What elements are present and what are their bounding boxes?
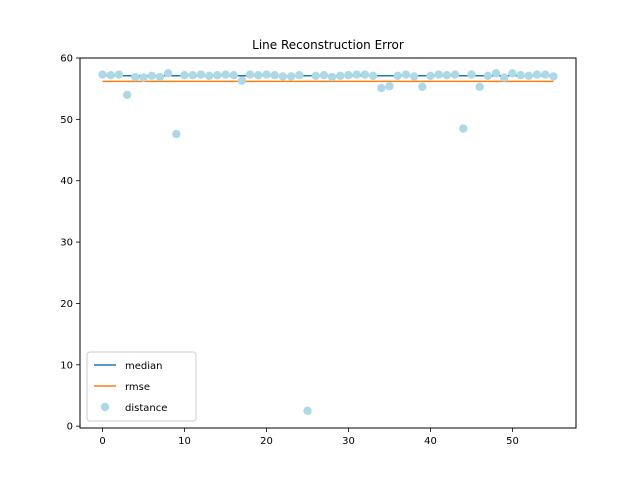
axes-frame [79, 57, 577, 429]
data-point [286, 72, 296, 81]
data-point [393, 71, 402, 80]
data-point [204, 71, 214, 80]
data-point [327, 72, 337, 82]
legend: median rmse distance [86, 351, 197, 422]
data-point [254, 70, 263, 80]
y-tick-label: 50 [60, 115, 73, 126]
data-point [483, 71, 493, 80]
plot-area [98, 69, 558, 416]
data-point [344, 70, 353, 80]
data-point [278, 72, 288, 81]
x-tick-label: 10 [178, 436, 191, 447]
data-point [131, 72, 140, 82]
x-tick-label: 20 [260, 436, 273, 447]
data-point [196, 70, 206, 79]
data-point [352, 70, 361, 79]
data-point [122, 90, 132, 100]
x-tick-label: 40 [424, 436, 437, 447]
data-point [516, 70, 525, 80]
data-point [426, 71, 435, 80]
y-tick-label: 30 [60, 238, 73, 249]
y-tick-label: 40 [60, 176, 73, 187]
data-point [450, 70, 460, 79]
data-point [368, 71, 378, 80]
data-point [524, 71, 534, 80]
data-point [229, 70, 238, 80]
data-point [295, 70, 304, 80]
data-point [270, 70, 279, 80]
data-point [409, 72, 419, 81]
x-tick-label: 50 [506, 436, 519, 447]
data-point [541, 70, 550, 79]
data-point [442, 70, 452, 80]
data-point [311, 71, 320, 80]
x-tick-label: 0 [99, 436, 105, 447]
data-point [155, 72, 165, 82]
data-point [532, 70, 542, 79]
data-point [262, 70, 271, 79]
data-point [188, 70, 197, 80]
data-point [360, 70, 370, 79]
data-point [434, 70, 443, 79]
data-point [213, 70, 222, 80]
data-point [303, 406, 312, 416]
data-point [221, 70, 230, 79]
axis-ticks: 0 10 20 30 40 50 0 10 20 30 40 50 60 [60, 54, 519, 448]
y-tick-label: 60 [60, 54, 73, 65]
data-point [401, 70, 411, 79]
data-point [106, 70, 115, 80]
legend-swatch-distance [100, 402, 110, 412]
legend-label-rmse: rmse [125, 382, 150, 393]
data-point [418, 82, 427, 92]
data-point [180, 70, 189, 80]
legend-label-median: median [125, 361, 163, 372]
data-point [172, 129, 181, 139]
chart-title: Line Reconstruction Error [252, 38, 404, 52]
data-point [114, 70, 124, 79]
legend-label-distance: distance [125, 403, 167, 414]
data-point [98, 70, 107, 79]
legend-box [86, 351, 197, 422]
data-point [147, 71, 156, 80]
data-point [163, 69, 173, 78]
data-point [549, 72, 558, 81]
y-tick-label: 20 [60, 299, 73, 310]
x-tick-label: 30 [342, 436, 355, 447]
data-point [385, 82, 394, 91]
data-point [475, 82, 484, 92]
data-point [500, 73, 509, 82]
data-point [245, 70, 255, 79]
data-point [467, 70, 476, 79]
data-point [508, 69, 517, 78]
y-tick-label: 0 [67, 422, 73, 433]
data-point [336, 71, 345, 80]
data-point [139, 73, 148, 82]
data-point [491, 69, 501, 78]
y-tick-label: 10 [60, 360, 73, 371]
data-point [459, 124, 468, 133]
data-point [377, 83, 386, 93]
data-point [319, 70, 329, 80]
data-point [237, 76, 247, 85]
